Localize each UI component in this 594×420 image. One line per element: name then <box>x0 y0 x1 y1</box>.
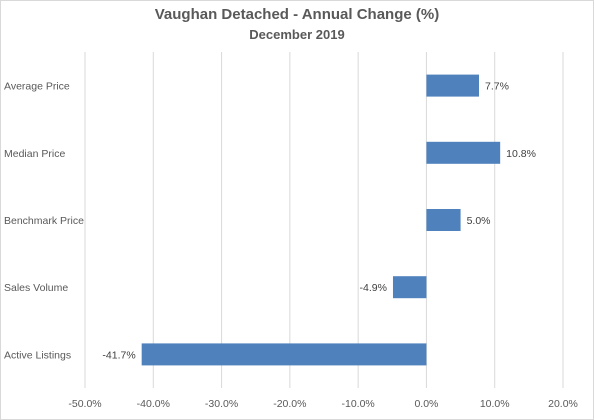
x-tick-label-6: 10.0% <box>480 398 510 410</box>
x-tick-label-0: -50.0% <box>68 398 101 410</box>
category-label-1: Median Price <box>4 148 65 160</box>
data-label-1: 10.8% <box>506 148 536 160</box>
x-tick-label-7: 20.0% <box>548 398 578 410</box>
x-tick-label-4: -10.0% <box>342 398 375 410</box>
x-tick-label-5: 0.0% <box>414 398 438 410</box>
data-label-3: -4.9% <box>360 282 387 294</box>
x-tick-label-2: -30.0% <box>205 398 238 410</box>
data-label-2: 5.0% <box>467 215 491 227</box>
category-label-3: Sales Volume <box>4 282 68 294</box>
bar-3 <box>392 276 427 299</box>
data-label-4: -41.7% <box>102 349 135 361</box>
x-tick-label-1: -40.0% <box>137 398 170 410</box>
category-label-0: Average Price <box>4 81 70 93</box>
chart-title: Vaughan Detached - Annual Change (%) <box>154 6 440 23</box>
bar-4 <box>141 343 427 366</box>
bar-1 <box>426 141 501 164</box>
x-tick-label-3: -20.0% <box>273 398 306 410</box>
data-label-0: 7.7% <box>485 81 509 93</box>
bar-2 <box>426 209 461 231</box>
chart-subtitle: December 2019 <box>249 27 345 42</box>
bar-0 <box>426 74 480 97</box>
category-label-2: Benchmark Price <box>4 215 84 227</box>
category-label-4: Active Listings <box>4 349 71 361</box>
